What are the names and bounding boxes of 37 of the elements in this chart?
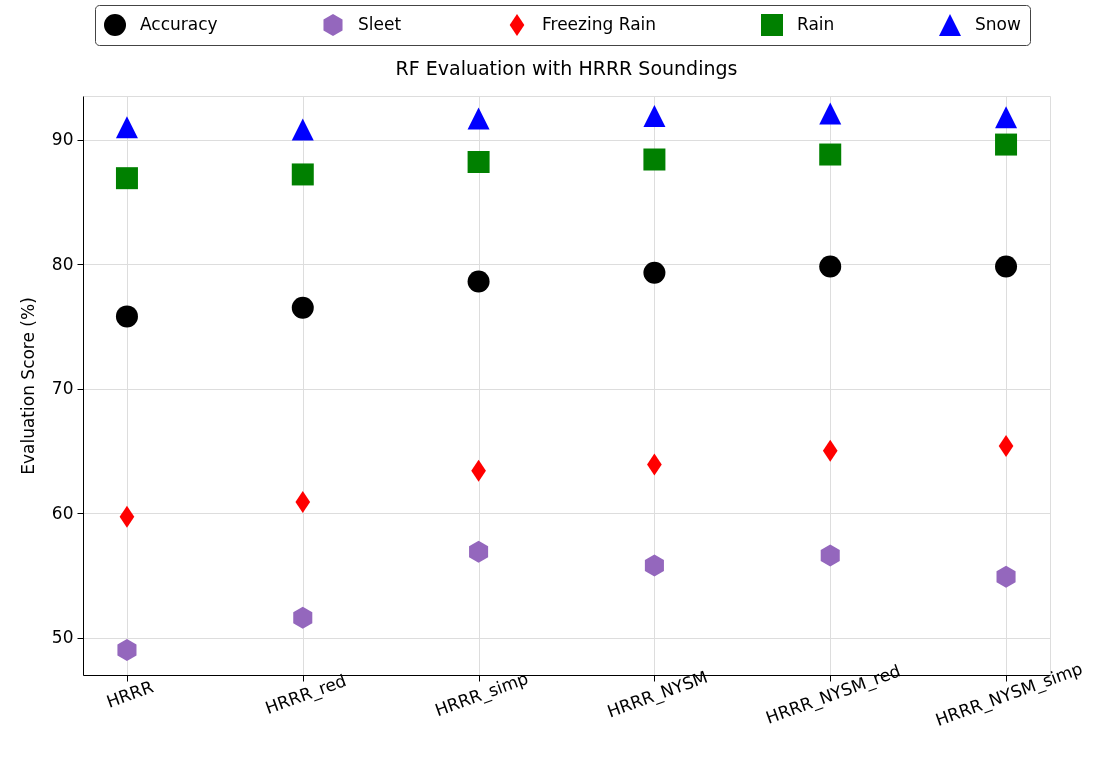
point xyxy=(643,261,666,284)
y-tick-label: 50 xyxy=(51,627,74,648)
y-tick-label: 80 xyxy=(51,253,74,274)
point xyxy=(467,270,490,293)
point xyxy=(467,107,490,130)
point xyxy=(819,143,842,166)
y-tick-label: 60 xyxy=(51,502,74,523)
legend-label: Accuracy xyxy=(140,14,218,34)
point xyxy=(995,133,1018,156)
legend-label: Freezing Rain xyxy=(542,14,657,34)
point xyxy=(995,255,1018,278)
point xyxy=(819,102,842,125)
point xyxy=(995,106,1018,129)
point xyxy=(291,296,314,319)
point xyxy=(819,255,842,278)
chart-title: RF Evaluation with HRRR Soundings xyxy=(395,56,738,79)
point xyxy=(820,544,840,567)
y-tick-label: 90 xyxy=(51,129,74,150)
legend-label: Rain xyxy=(797,14,835,34)
point xyxy=(996,565,1016,588)
legend-label: Snow xyxy=(975,14,1021,34)
point xyxy=(644,554,664,577)
point xyxy=(115,116,138,139)
point xyxy=(115,167,138,190)
point xyxy=(643,104,666,127)
y-axis-title: Evaluation Score (%) xyxy=(17,297,38,475)
point xyxy=(469,540,489,563)
point xyxy=(117,639,137,662)
point xyxy=(291,118,314,141)
point xyxy=(467,150,490,173)
point xyxy=(643,148,666,171)
point xyxy=(291,163,314,186)
point xyxy=(293,606,313,629)
point xyxy=(115,305,138,328)
x-tick-label: HRRR xyxy=(103,676,157,712)
y-tick-label: 70 xyxy=(51,378,74,399)
legend-label: Sleet xyxy=(358,14,402,34)
